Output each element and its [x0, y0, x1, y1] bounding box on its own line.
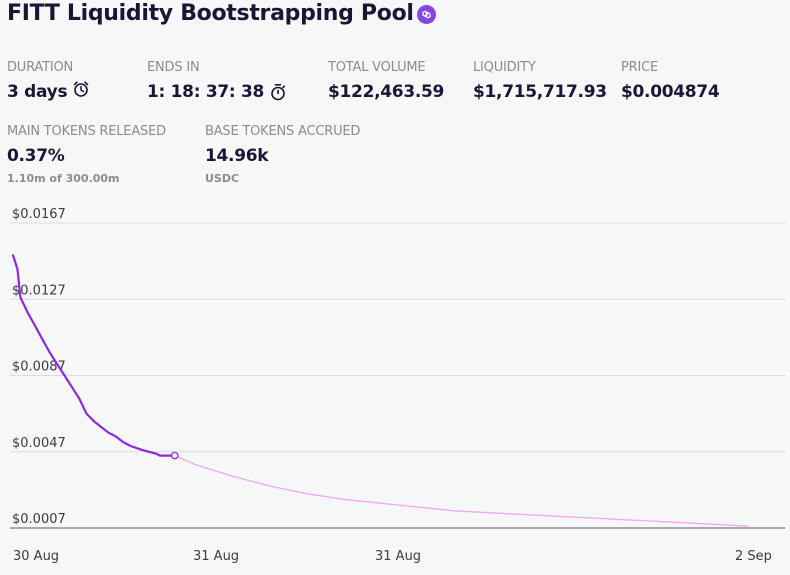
base-tokens-accrued-value: 14.96k — [205, 146, 269, 166]
main-tokens-released-value: 0.37% — [7, 146, 65, 166]
y-tick-label: $0.0127 — [12, 283, 66, 298]
current-price-point — [170, 451, 179, 460]
y-tick-label: $0.0167 — [12, 207, 66, 222]
x-tick-label: 31 Aug — [193, 549, 239, 564]
ends-in-value: 1: 18: 37: 38 — [147, 82, 265, 102]
alarm-clock-icon — [72, 80, 90, 102]
stopwatch-icon — [269, 83, 287, 105]
duration-value: 3 days — [7, 82, 68, 102]
price-label: PRICE — [621, 60, 658, 75]
x-tick-label: 30 Aug — [13, 549, 59, 564]
x-tick-label: 31 Aug — [375, 549, 421, 564]
y-tick-label: $0.0087 — [12, 360, 66, 375]
total-volume-label: TOTAL VOLUME — [328, 60, 426, 75]
price-chart[interactable]: $0.0167 $0.0127 $0.0087 $0.0047 $0.0007 30 Au… — [0, 195, 790, 575]
duration-label: DURATION — [7, 60, 74, 75]
base-tokens-accrued-label: BASE TOKENS ACCRUED — [205, 124, 361, 139]
price-line-actual — [11, 254, 176, 457]
x-tick-label: 2 Sep — [735, 549, 772, 564]
liquidity-value: $1,715,717.93 — [473, 82, 607, 102]
polygon-chain-icon — [417, 5, 436, 24]
main-tokens-released-sub: 1.10m of 300.00m — [7, 172, 120, 185]
price-line-projected — [174, 454, 749, 527]
liquidity-label: LIQUIDITY — [473, 60, 536, 75]
page-title: FITT Liquidity Bootstrapping Pool — [7, 1, 414, 26]
y-tick-label: $0.0047 — [12, 436, 66, 451]
price-value: $0.004874 — [621, 82, 720, 102]
base-tokens-accrued-sub: USDC — [205, 172, 240, 185]
y-tick-label: $0.0007 — [12, 512, 66, 527]
main-tokens-released-label: MAIN TOKENS RELEASED — [7, 124, 166, 139]
total-volume-value: $122,463.59 — [328, 82, 445, 102]
ends-in-label: ENDS IN — [147, 60, 200, 75]
